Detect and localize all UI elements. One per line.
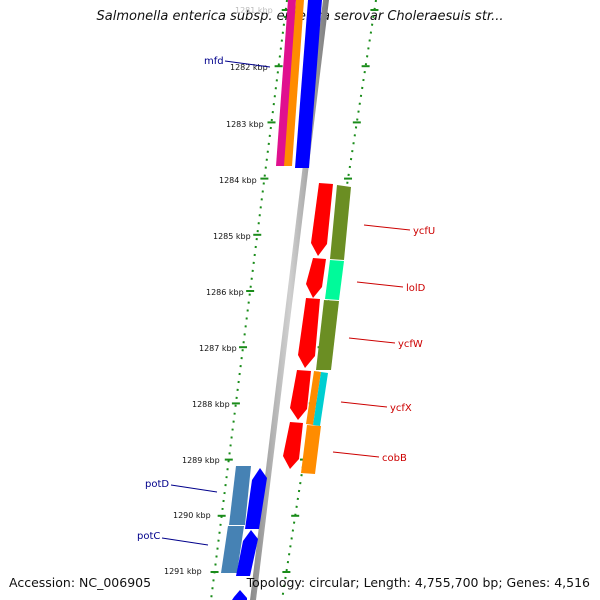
ruler-label: 1283 kbp	[226, 120, 264, 129]
leader-potC	[161, 537, 209, 546]
gene-label-lolD[interactable]: lolD	[406, 283, 426, 294]
ruler-label: 1284 kbp	[219, 176, 257, 185]
feature-bar-potC	[221, 526, 244, 573]
gene-arrow-cobB	[283, 422, 303, 469]
gene-label-ycfW[interactable]: ycfW	[398, 339, 423, 350]
ruler-label: 1290 kbp	[173, 511, 211, 520]
ruler-label: 1285 kbp	[213, 232, 251, 241]
gene-label-ycfX[interactable]: ycfX	[390, 403, 412, 414]
ruler-labels: 1281 kbp 1282 kbp 1283 kbp 1284 kbp 1285…	[164, 6, 273, 576]
leader-mfd	[224, 60, 271, 68]
ruler-label: 1291 kbp	[164, 567, 202, 576]
accession-text: Accession: NC_006905	[9, 575, 152, 590]
gene-label-mfd[interactable]: mfd	[204, 56, 224, 67]
ruler-label: 1287 kbp	[199, 344, 237, 353]
leader-lolD	[356, 281, 404, 288]
leader-ycfW	[348, 337, 396, 344]
feature-bar-cobB	[301, 425, 321, 474]
leader-ycfX	[340, 401, 388, 408]
gene-arrow-ycfW	[298, 298, 320, 368]
feature-bar-ycfX-orange	[306, 371, 321, 425]
ruler-label: 1289 kbp	[182, 456, 220, 465]
leader-cobB	[332, 451, 380, 458]
ruler-label: 1286 kbp	[206, 288, 244, 297]
ruler-label: 1281 kbp	[235, 6, 273, 15]
gene-label-potD[interactable]: potD	[145, 479, 169, 490]
feature-bar-lolD	[325, 260, 344, 300]
feature-bar	[295, 0, 322, 168]
gene-label-leaders	[161, 60, 411, 546]
gene-block-pot[interactable]	[221, 466, 267, 600]
gene-label-cobB[interactable]: cobB	[382, 453, 407, 464]
gene-label-potC[interactable]: potC	[137, 531, 160, 542]
gene-arrows-plus[interactable]	[283, 183, 333, 469]
feature-bars-plus	[301, 185, 351, 474]
gene-arrow-ycfU	[311, 183, 333, 256]
gene-block-mfd[interactable]	[276, 0, 322, 168]
gene-labels[interactable]: mfd ycfU lolD ycfW ycfX cobB potD potC	[137, 56, 435, 542]
gene-arrow-potC	[236, 530, 258, 576]
feature-bar	[276, 0, 296, 166]
feature-bar-ycfX-cyan	[313, 372, 328, 426]
gene-label-ycfU[interactable]: ycfU	[413, 226, 435, 237]
feature-bar-ycfW	[316, 300, 339, 370]
genome-stats-text: Topology: circular; Length: 4,755,700 bp…	[246, 575, 590, 590]
leader-potD	[170, 484, 218, 493]
gene-arrow-lolD	[306, 258, 326, 298]
feature-bar-potD	[229, 466, 251, 525]
gene-arrow-next	[232, 590, 247, 600]
gene-arrow-ycfX	[290, 370, 311, 420]
leader-ycfU	[363, 224, 411, 231]
gene-arrow-potD	[245, 468, 267, 529]
ruler-label: 1288 kbp	[192, 400, 230, 409]
feature-bar	[284, 0, 304, 166]
feature-bar-ycfU	[330, 185, 351, 260]
ruler-label: 1282 kbp	[230, 63, 268, 72]
